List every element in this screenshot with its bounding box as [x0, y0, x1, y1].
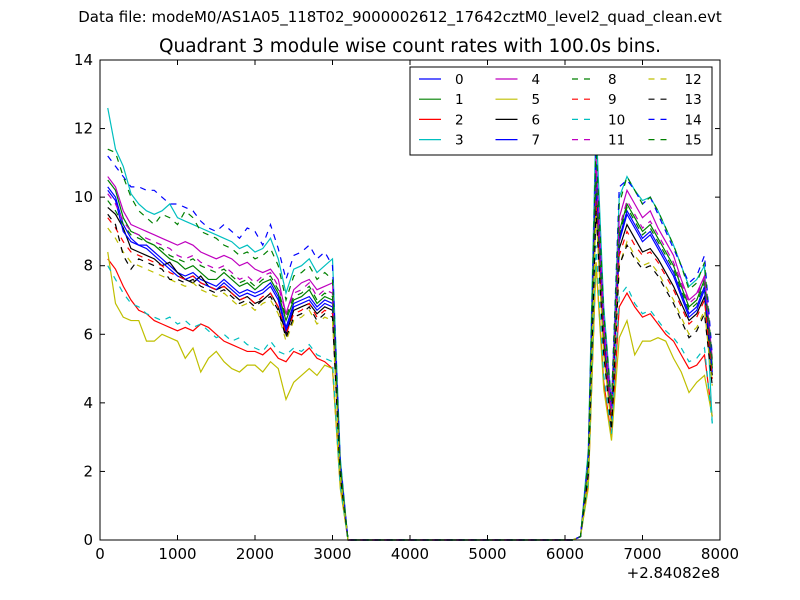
legend-label-6: 6	[532, 112, 541, 128]
legend-label-13: 13	[685, 92, 702, 108]
legend-label-10: 10	[608, 112, 625, 128]
legend-label-4: 4	[532, 72, 541, 88]
legend-label-7: 7	[532, 133, 541, 149]
legend-label-2: 2	[455, 112, 464, 128]
y-tick-label: 0	[83, 531, 93, 549]
x-tick-label: 7000	[623, 545, 661, 563]
x-tick-label: 5000	[468, 545, 506, 563]
legend-label-12: 12	[685, 72, 702, 88]
x-offset-label: +2.84082e8	[627, 564, 720, 582]
ticks-layer: 0 1000 2000 3000 4000 5000 6000 7000 80000246810…	[74, 51, 739, 563]
series-line-2	[107, 258, 713, 541]
legend-box	[409, 66, 713, 156]
series-line-3	[107, 107, 713, 541]
legend-label-15: 15	[685, 133, 702, 149]
suptitle: Data file: modeM0/AS1A05_118T02_90000026…	[78, 8, 722, 26]
series-line-9	[107, 200, 713, 541]
y-tick-label: 4	[83, 394, 93, 412]
chart-title: Quadrant 3 module wise count rates with …	[158, 36, 662, 57]
legend-label-14: 14	[685, 112, 702, 128]
y-tick-label: 10	[74, 188, 93, 206]
series-line-15	[107, 142, 713, 541]
series-line-1	[107, 169, 713, 541]
legend-label-3: 3	[455, 133, 464, 149]
legend-label-9: 9	[608, 92, 617, 108]
x-tick-label: 6000	[546, 545, 584, 563]
x-tick-label: 8000	[701, 545, 739, 563]
x-tick-label: 1000	[158, 545, 196, 563]
x-tick-label: 0	[95, 545, 105, 563]
y-tick-label: 8	[83, 257, 93, 275]
series-line-7	[107, 183, 713, 541]
x-tick-label: 3000	[313, 545, 351, 563]
y-tick-label: 2	[83, 462, 93, 480]
y-tick-label: 6	[83, 325, 93, 343]
legend-label-11: 11	[608, 133, 625, 149]
series-line-4	[107, 155, 713, 541]
series-layer	[107, 107, 713, 541]
legend-label-5: 5	[532, 92, 541, 108]
series-line-6	[107, 193, 713, 541]
legend-label-1: 1	[455, 92, 464, 108]
y-tick-label: 12	[74, 120, 93, 138]
x-tick-label: 4000	[391, 545, 429, 563]
y-tick-label: 14	[74, 51, 93, 69]
series-line-10	[107, 245, 713, 541]
series-line-5	[107, 251, 713, 541]
legend-label-8: 8	[608, 72, 617, 88]
legend-label-0: 0	[455, 72, 464, 88]
series-line-0	[107, 176, 713, 541]
x-tick-label: 2000	[236, 545, 274, 563]
